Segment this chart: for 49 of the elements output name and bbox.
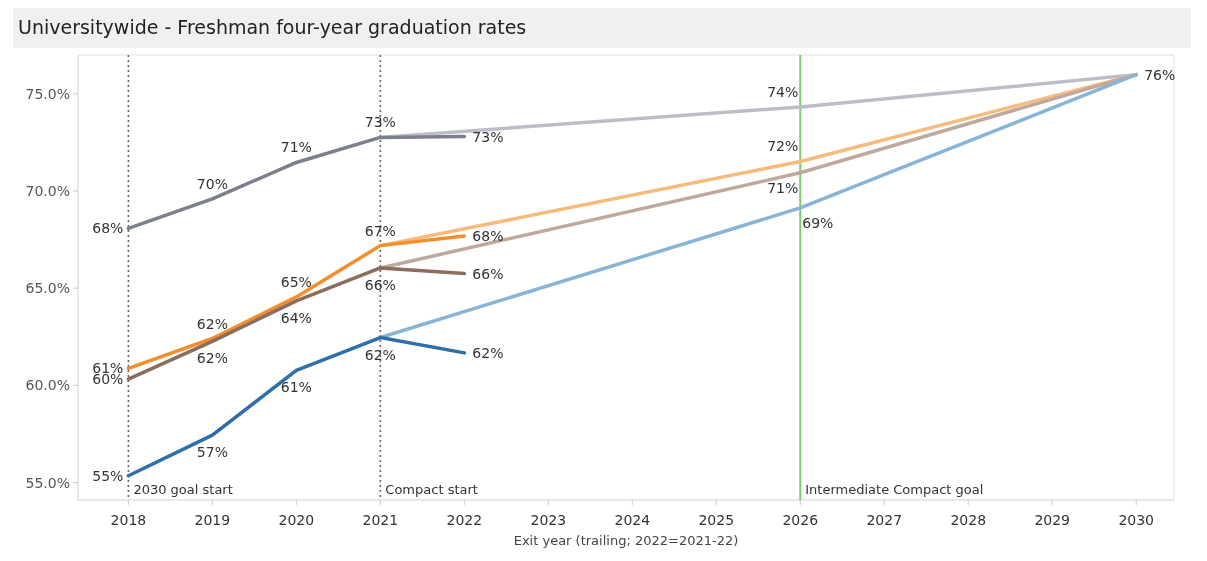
chart-title: Universitywide - Freshman four-year graduation rates bbox=[18, 16, 527, 38]
x-tick-label: 2023 bbox=[530, 512, 567, 528]
data-label: 69% bbox=[802, 214, 834, 231]
line-series bbox=[126, 335, 467, 478]
data-label: 55% bbox=[92, 467, 124, 484]
y-tick-label: 75.0% bbox=[25, 85, 70, 102]
x-tick-label: 2019 bbox=[194, 512, 231, 528]
data-label: 73% bbox=[364, 114, 396, 131]
data-label: 62% bbox=[196, 315, 228, 332]
y-tick-label: 70.0% bbox=[25, 183, 70, 200]
x-tick-label: 2018 bbox=[110, 512, 147, 528]
ref-line-label: Intermediate Compact goal bbox=[805, 482, 984, 497]
x-axis-title: Exit year (trailing; 2022=2021-22) bbox=[513, 533, 739, 548]
data-label: 64% bbox=[280, 309, 312, 326]
data-label: 62% bbox=[364, 346, 396, 363]
x-tick-label: 2022 bbox=[446, 512, 483, 528]
data-label: 62% bbox=[196, 350, 228, 367]
x-tick-label: 2025 bbox=[698, 512, 735, 528]
x-tick-label: 2030 bbox=[1118, 512, 1155, 528]
data-label: 74% bbox=[767, 83, 799, 100]
data-label: 70% bbox=[196, 175, 228, 192]
line-series bbox=[126, 234, 467, 371]
data-label: 62% bbox=[472, 344, 504, 361]
x-tick-label: 2021 bbox=[362, 512, 399, 528]
data-label: 76% bbox=[1144, 66, 1176, 83]
line-series bbox=[126, 266, 467, 381]
x-tick-label: 2020 bbox=[278, 512, 315, 528]
x-tick-label: 2027 bbox=[866, 512, 903, 528]
x-tick-label: 2026 bbox=[782, 512, 819, 528]
data-label: 66% bbox=[472, 265, 504, 282]
y-tick-label: 55.0% bbox=[25, 474, 70, 491]
x-tick-label: 2028 bbox=[950, 512, 987, 528]
data-label: 65% bbox=[280, 273, 312, 290]
x-tick-label: 2029 bbox=[1034, 512, 1071, 528]
data-label: 72% bbox=[767, 138, 799, 155]
y-tick-label: 65.0% bbox=[25, 280, 70, 297]
data-label: 57% bbox=[196, 444, 228, 461]
data-label: 68% bbox=[92, 220, 124, 237]
data-label: 68% bbox=[472, 227, 504, 244]
data-label: 66% bbox=[364, 276, 396, 293]
data-label: 73% bbox=[472, 128, 504, 145]
data-label: 67% bbox=[364, 222, 396, 239]
data-label: 71% bbox=[767, 179, 799, 196]
y-tick-label: 60.0% bbox=[25, 377, 70, 394]
x-tick-label: 2024 bbox=[614, 512, 651, 528]
ref-line-label: 2030 goal start bbox=[133, 482, 233, 497]
data-label: 71% bbox=[280, 139, 312, 156]
ref-line-label: Compact start bbox=[385, 482, 478, 497]
data-label: 61% bbox=[280, 379, 312, 396]
